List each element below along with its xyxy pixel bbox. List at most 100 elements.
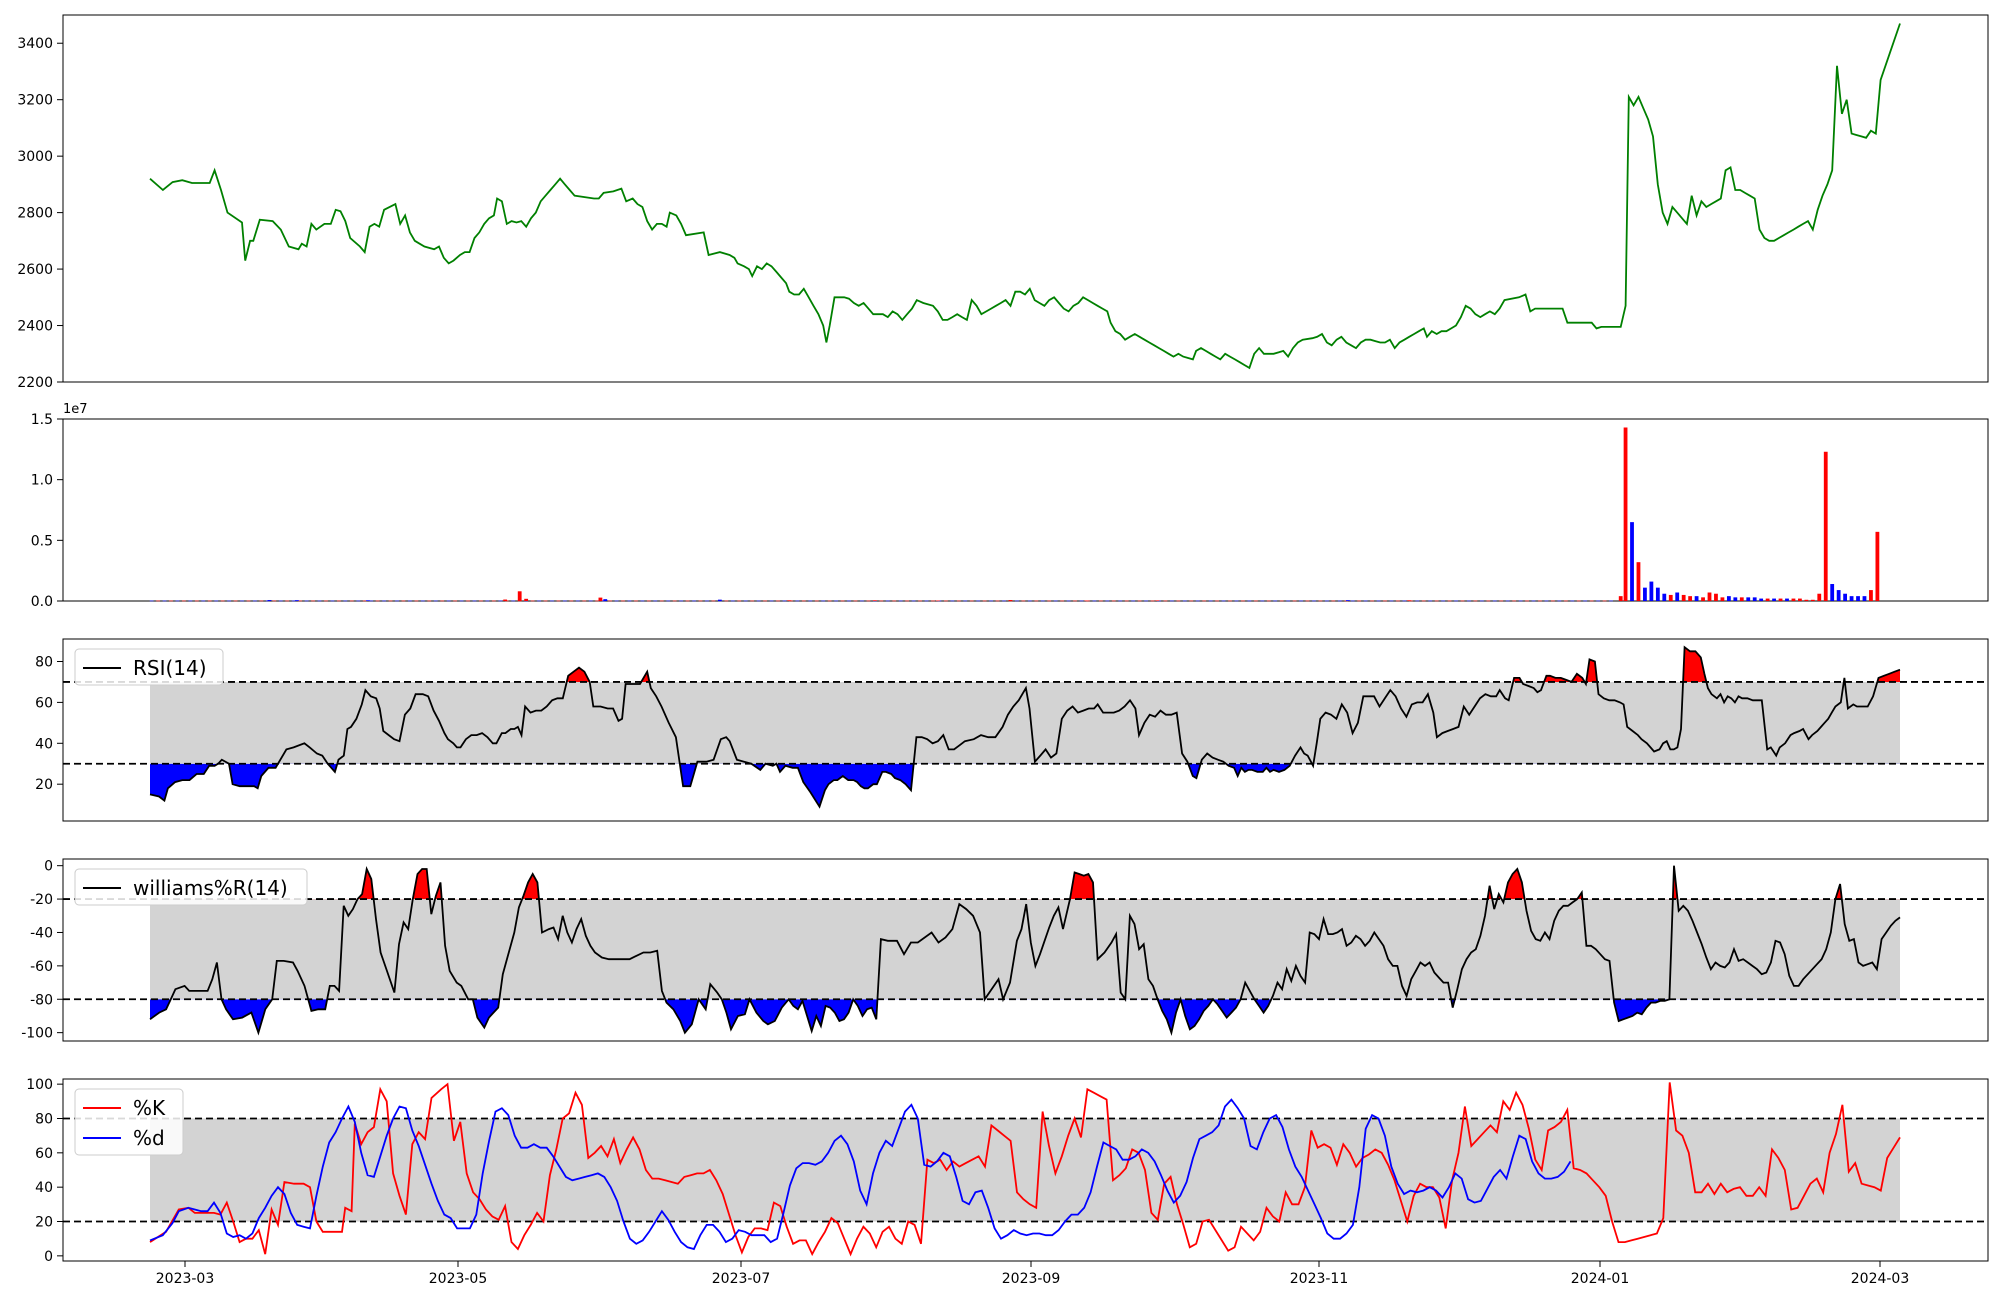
volume-bar [253,600,257,602]
volume-bar [1505,600,1510,602]
volume-bar [1299,600,1303,602]
price-ytick-label: 3200 [17,93,53,109]
volume-bar [1047,600,1052,602]
volume-bar [1668,594,1673,601]
volume-bar [950,600,955,602]
volume-bar [614,600,619,602]
volume-bar [1675,592,1680,601]
volume-bar [1370,600,1374,602]
volume-bar [1137,600,1142,602]
volume-bar [233,600,238,602]
volume-bar [1312,600,1316,602]
volume-bar [711,600,716,602]
williams-panel: 0 -20 -40 -60 -80 -100 williams%R(14) [21,858,1989,1042]
volume-bar [1643,587,1647,601]
volume-bar [885,600,890,602]
xtick-label: 2024-03 [1851,1271,1910,1287]
volume-bar [1279,600,1284,602]
volume-bar [1460,600,1465,602]
volume-bar [989,600,993,602]
volume-bar [860,600,864,602]
stochastic-legend-label: %d [133,1126,165,1150]
rsi-legend-label: RSI(14) [133,656,207,680]
volume-bar [1759,598,1764,601]
volume-bar [672,600,677,602]
volume-bar [498,600,503,602]
rsi-ytick-label: 40 [35,736,53,752]
volume-bar [466,600,470,602]
volume-bar [1836,590,1841,601]
volume-bar [1324,600,1329,602]
volume-bar [666,600,671,602]
volume-bar [1576,600,1581,602]
volume-bar [1772,598,1776,601]
volume-bar [1150,600,1155,602]
volume-bar [1830,584,1835,601]
volume-bar [472,600,477,602]
volume-bar [1415,600,1420,602]
volume-bar [1791,598,1796,601]
volume-bar [1008,600,1013,601]
volume-bar [1389,600,1394,602]
volume-bar [503,599,508,601]
volume-bar [227,600,232,602]
volume-bar [1241,600,1245,602]
volume-bar [685,600,690,602]
williams-ytick-label: -40 [30,925,53,941]
volume-bar [1473,600,1478,602]
volume-bar [982,600,987,602]
volume-bar [924,600,929,602]
volume-bar [1345,600,1350,601]
volume-bar [1804,599,1809,601]
volume-bar [285,600,290,602]
rsi-legend [74,648,224,686]
volume-bar [317,600,322,602]
volume-bar [969,600,974,602]
volume-bar [1195,600,1200,602]
williams-ytick-label: -60 [30,959,53,975]
volume-bar [1253,600,1258,602]
volume-bar [420,600,425,602]
volume-bar [1714,593,1718,601]
volume-bar [834,600,839,602]
volume-bar [1273,600,1278,602]
volume-bar [485,600,490,602]
volume-bar [1602,600,1607,602]
price-ytick-label: 2200 [17,375,53,391]
volume-bar [598,597,603,601]
volume-bar [1810,599,1815,601]
volume-bar [156,600,160,602]
volume-bar [1531,600,1536,602]
volume-bar [575,600,580,602]
volume-bar [1817,593,1822,601]
volume-bar [1163,600,1168,602]
volume-bar [756,600,761,602]
volume-bar [918,600,922,602]
volume-bar [1002,600,1006,602]
volume-bar [517,591,522,601]
price-axes-frame [62,14,1989,383]
price-ytick-label: 2600 [17,262,53,278]
volume-bar [1681,594,1686,601]
volume-bar [840,600,845,602]
volume-bar [1357,600,1362,602]
volume-bar [149,600,154,602]
volume-bar [162,600,167,602]
xtick-label: 2023-09 [1002,1271,1061,1287]
volume-bar [1066,600,1071,602]
volume-bar [511,600,516,602]
price-ytick-label: 3400 [17,36,53,52]
volume-bar [737,600,742,602]
stochastic-series-line [149,1082,1901,1257]
volume-ytick-label: 0.5 [31,533,53,549]
volume-bar [440,600,445,602]
price-ytick-label: 3000 [17,149,53,165]
volume-bar [1350,600,1355,602]
volume-bar [976,600,981,602]
volume-bar [646,600,651,602]
volume-bar [1228,600,1232,602]
volume-bar [692,600,696,602]
volume-bar [1875,531,1880,601]
volume-bar [640,600,645,602]
